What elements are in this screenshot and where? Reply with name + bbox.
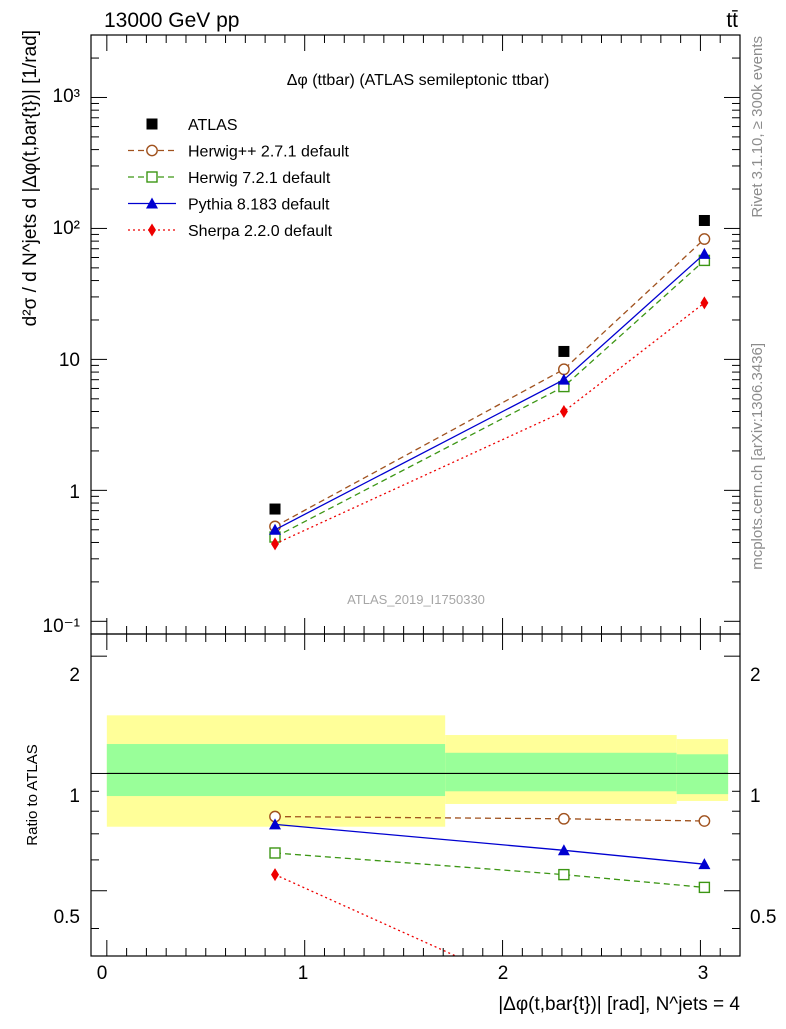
plot-title: Δφ (ttbar) (ATLAS semileptonic ttbar): [287, 72, 550, 89]
data-point: [698, 233, 711, 245]
series-line: [274, 259, 705, 538]
data-point: [698, 247, 711, 259]
main-ticks: [91, 34, 741, 634]
legend-marker: [146, 171, 158, 183]
ratio-ticks: [91, 634, 741, 956]
ratio-line: [274, 852, 705, 889]
x-axis-label: |Δφ(t,bar{t})| [rad], N^jets = 4: [498, 994, 740, 1015]
ytick-label-1e-1: 10⁻¹: [43, 616, 81, 637]
data-point: [558, 345, 570, 357]
main-series-layer: [269, 214, 711, 551]
ratio-series-sherpa-2-2-0-default: [271, 868, 458, 956]
ytick-label-1e3: 10³: [53, 86, 80, 107]
legend-item-sherpa-2-2-0-default: Sherpa 2.2.0 default: [128, 223, 333, 240]
ratio-ytick-right-2: 2: [750, 665, 761, 686]
analysis-id: ATLAS_2019_I1750330: [347, 592, 485, 607]
rivet-label: Rivet 3.1.10, ≥ 300k events: [749, 36, 766, 218]
ratio-series-herwig-2-7-1-default: [269, 810, 711, 827]
ratio-ytick-left-05: 0.5: [54, 907, 80, 928]
data-point: [269, 523, 282, 535]
process-label: tt̄: [726, 9, 738, 32]
uncertainty-band-inner: [106, 744, 446, 797]
legend-label: Pythia 8.183 default: [188, 197, 330, 214]
legend-label: Herwig 7.2.1 default: [188, 170, 331, 187]
ratio-ytick-right-05: 0.5: [750, 907, 776, 928]
ytick-label-1e2: 10²: [53, 218, 80, 239]
legend-marker: [146, 144, 158, 157]
legend: ATLAS Herwig++ 2.7.1 default Herwig 7.2.1 …: [128, 117, 350, 240]
ratio-point: [698, 881, 711, 894]
ratio-point: [269, 847, 281, 859]
xtick-label-0: 0: [97, 963, 108, 984]
ratio-ytick-left-2: 2: [69, 665, 80, 686]
series-herwig-2-7-1-default: [269, 233, 711, 533]
ratio-line: [274, 874, 458, 956]
legend-item-atlas: ATLAS: [146, 117, 238, 134]
data-point: [698, 214, 710, 226]
legend-item-herwig-2-7-1-default: Herwig++ 2.7.1 default: [128, 144, 350, 161]
ratio-point: [557, 812, 570, 825]
mcplots-label: mcplots.cern.ch [arXiv:1306.3436]: [749, 343, 766, 570]
energy-label: 13000 GeV pp: [104, 9, 239, 32]
main-panel: 10⁻¹ 1 10 10² 10³ d²σ / d N^jets d |Δφ(t…: [20, 30, 741, 637]
data-point: [557, 363, 570, 376]
ratio-point: [698, 815, 711, 827]
legend-marker: [146, 197, 158, 209]
legend-label: Herwig++ 2.7.1 default: [188, 144, 350, 161]
legend-item-herwig-7-2-1-default: Herwig 7.2.1 default: [128, 170, 331, 187]
series-pythia-8-183-default: [269, 247, 711, 535]
ratio-line: [275, 815, 705, 822]
ratio-ytick-right-1: 1: [750, 786, 761, 807]
ratio-point: [698, 858, 711, 870]
ratio-ylabel: Ratio to ATLAS: [24, 744, 41, 845]
ratio-panel: 2 1 0.5 2 1 0.5 0 1 2 3 Ratio to ATLAS |…: [24, 633, 776, 1015]
data-point: [559, 405, 568, 419]
legend-marker: [148, 223, 156, 237]
data-point: [271, 537, 280, 551]
series-line: [274, 238, 705, 528]
series-sherpa-2-2-0-default: [271, 296, 709, 551]
legend-label: Sherpa 2.2.0 default: [188, 223, 333, 240]
legend-item-pythia-8-183-default: Pythia 8.183 default: [128, 197, 330, 214]
uncertainty-band-inner: [445, 752, 677, 792]
ratio-ytick-left-1: 1: [69, 786, 80, 807]
ratio-point: [271, 868, 280, 882]
legend-marker: [146, 118, 158, 130]
ratio-series-pythia-8-183-default: [269, 818, 711, 870]
legend-label: ATLAS: [188, 117, 238, 134]
data-point: [557, 373, 570, 385]
ratio-series-herwig-7-2-1-default: [269, 847, 711, 894]
xtick-label-3: 3: [698, 963, 709, 984]
data-point: [700, 296, 709, 310]
ratio-point: [558, 868, 570, 881]
series-line: [274, 302, 705, 545]
main-ylabel: d²σ / d N^jets d |Δφ(t,bar{t})| [1/rad]: [20, 30, 41, 326]
ratio-point: [269, 818, 282, 830]
series-atlas: [269, 214, 710, 515]
xtick-label-1: 1: [298, 963, 309, 984]
ratio-point: [557, 844, 570, 856]
xtick-label-2: 2: [498, 963, 509, 984]
uncertainty-band-inner: [676, 754, 729, 795]
series-line: [274, 253, 705, 531]
data-point: [269, 503, 281, 515]
ratio-series-layer: [106, 715, 729, 956]
ratio-frame: [90, 633, 741, 957]
ytick-label-1: 1: [69, 482, 80, 503]
ytick-label-10: 10: [59, 350, 80, 371]
series-herwig-7-2-1-default: [269, 254, 711, 543]
